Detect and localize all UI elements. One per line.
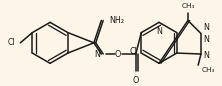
Text: CH₃: CH₃ [202,67,215,73]
Text: N: N [204,51,210,60]
Text: O: O [133,76,139,85]
Text: N: N [203,23,209,32]
Text: N: N [95,50,100,58]
Text: Cl: Cl [130,47,138,56]
Text: O: O [115,50,121,58]
Text: Cl: Cl [7,38,15,47]
Text: N: N [156,27,162,36]
Text: CH₃: CH₃ [181,3,195,9]
Text: N: N [203,35,209,44]
Text: NH₂: NH₂ [109,16,124,25]
